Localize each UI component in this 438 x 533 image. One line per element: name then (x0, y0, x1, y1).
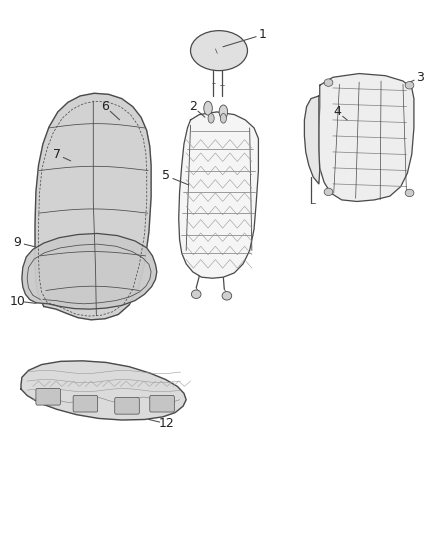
Ellipse shape (220, 114, 226, 123)
Ellipse shape (204, 101, 212, 115)
Text: 1: 1 (259, 28, 267, 41)
Polygon shape (35, 93, 151, 320)
Text: 7: 7 (53, 148, 61, 161)
Polygon shape (21, 361, 186, 420)
FancyBboxPatch shape (73, 395, 98, 412)
Text: 3: 3 (417, 71, 424, 84)
FancyBboxPatch shape (36, 389, 60, 405)
Polygon shape (319, 74, 414, 201)
Ellipse shape (208, 114, 214, 123)
Text: 9: 9 (14, 236, 21, 249)
Text: 2: 2 (189, 100, 197, 113)
Ellipse shape (191, 30, 247, 70)
FancyBboxPatch shape (115, 398, 139, 414)
Ellipse shape (191, 290, 201, 298)
Text: 5: 5 (162, 169, 170, 182)
Text: 6: 6 (101, 100, 109, 113)
Ellipse shape (222, 292, 232, 300)
Ellipse shape (405, 82, 414, 89)
Polygon shape (22, 233, 157, 309)
Ellipse shape (324, 188, 333, 196)
Text: 10: 10 (10, 295, 25, 308)
Polygon shape (304, 96, 320, 184)
Ellipse shape (324, 79, 333, 86)
Ellipse shape (405, 189, 414, 197)
Text: 4: 4 (333, 106, 341, 118)
Text: 12: 12 (159, 417, 174, 430)
FancyBboxPatch shape (150, 395, 174, 412)
Ellipse shape (219, 105, 228, 119)
Polygon shape (179, 112, 258, 278)
